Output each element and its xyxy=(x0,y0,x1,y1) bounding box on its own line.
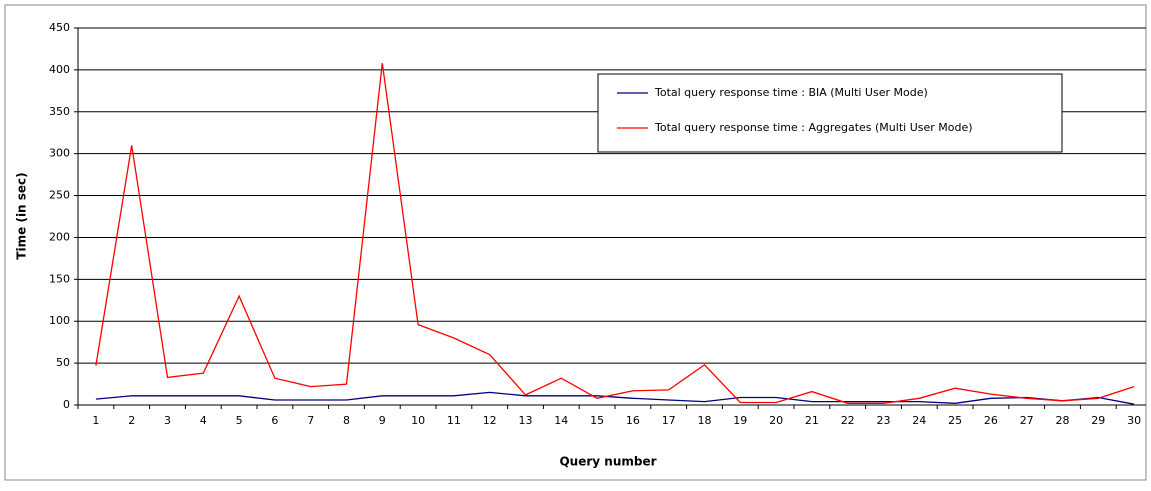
y-tick-label: 0 xyxy=(63,398,70,411)
x-tick-label: 19 xyxy=(733,414,747,427)
y-tick-label: 450 xyxy=(49,21,70,34)
x-tick-label: 13 xyxy=(519,414,533,427)
x-tick-label: 14 xyxy=(554,414,568,427)
x-tick-label: 10 xyxy=(411,414,425,427)
x-tick-label: 12 xyxy=(483,414,497,427)
x-tick-label: 28 xyxy=(1056,414,1070,427)
x-tick-label: 17 xyxy=(662,414,676,427)
x-tick-label: 6 xyxy=(271,414,278,427)
x-tick-label: 27 xyxy=(1020,414,1034,427)
y-tick-label: 250 xyxy=(49,189,70,202)
legend-label: Total query response time : BIA (Multi U… xyxy=(654,86,928,99)
x-tick-label: 24 xyxy=(912,414,926,427)
legend-label: Total query response time : Aggregates (… xyxy=(654,121,973,134)
x-tick-label: 23 xyxy=(877,414,891,427)
x-tick-label: 20 xyxy=(769,414,783,427)
x-tick-label: 16 xyxy=(626,414,640,427)
x-tick-label: 2 xyxy=(128,414,135,427)
legend-box xyxy=(597,73,1063,153)
x-tick-label: 26 xyxy=(984,414,998,427)
x-tick-label: 15 xyxy=(590,414,604,427)
y-tick-label: 200 xyxy=(49,230,70,243)
x-tick-label: 5 xyxy=(236,414,243,427)
x-tick-label: 30 xyxy=(1127,414,1141,427)
x-tick-label: 9 xyxy=(379,414,386,427)
x-tick-label: 22 xyxy=(841,414,855,427)
x-tick-label: 3 xyxy=(164,414,171,427)
y-tick-label: 150 xyxy=(49,272,70,285)
x-tick-label: 29 xyxy=(1091,414,1105,427)
y-tick-label: 100 xyxy=(49,314,70,327)
series-line xyxy=(95,391,1135,405)
y-tick-label: 400 xyxy=(49,63,70,76)
y-tick-label: 350 xyxy=(49,105,70,118)
x-tick-label: 25 xyxy=(948,414,962,427)
x-axis-label: Query number xyxy=(559,455,656,469)
x-tick-label: 8 xyxy=(343,414,350,427)
series-line xyxy=(95,63,1135,404)
x-tick-label: 1 xyxy=(92,414,99,427)
x-tick-label: 21 xyxy=(805,414,819,427)
y-axis-label: Time (in sec) xyxy=(15,172,29,259)
x-tick-label: 7 xyxy=(307,414,314,427)
x-tick-label: 18 xyxy=(698,414,712,427)
y-tick-label: 300 xyxy=(49,147,70,160)
y-tick-label: 50 xyxy=(56,356,70,369)
x-tick-label: 4 xyxy=(200,414,207,427)
x-tick-label: 11 xyxy=(447,414,461,427)
